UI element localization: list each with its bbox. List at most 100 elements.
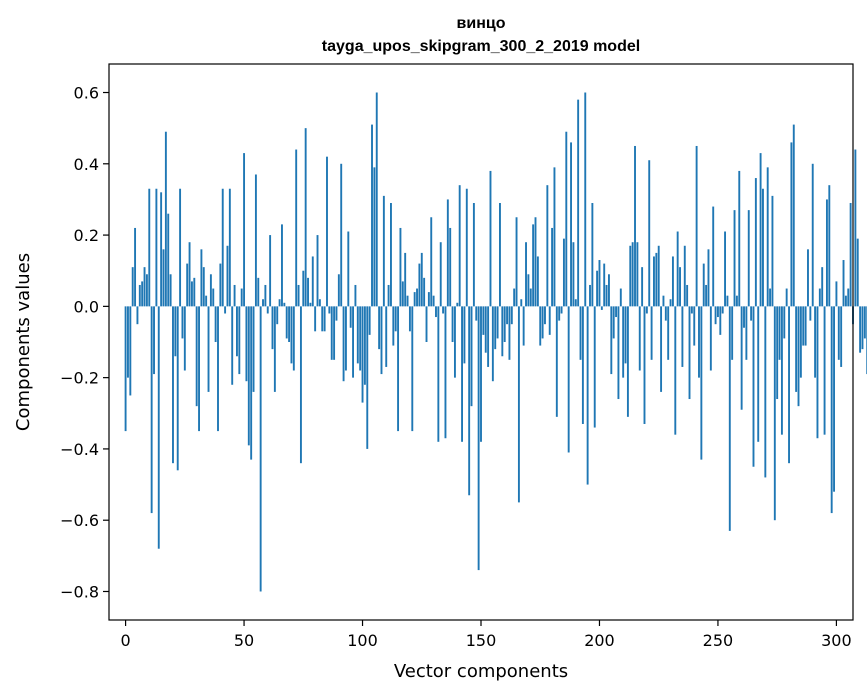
- bar: [307, 277, 309, 307]
- bar: [150, 306, 153, 514]
- bar: [631, 242, 634, 307]
- bar: [797, 306, 800, 407]
- bar: [335, 306, 338, 321]
- bar: [726, 295, 729, 307]
- bar: [254, 174, 257, 307]
- bar: [205, 295, 208, 307]
- bar: [657, 245, 660, 307]
- bar: [449, 227, 452, 307]
- bar: [238, 306, 241, 375]
- bar: [596, 270, 599, 307]
- bar: [224, 306, 227, 314]
- bar: [527, 274, 530, 307]
- bar: [160, 192, 163, 307]
- bar: [690, 306, 693, 314]
- bar: [823, 306, 826, 435]
- bar: [856, 238, 859, 307]
- bar: [406, 295, 409, 307]
- bar: [472, 203, 475, 307]
- bar: [195, 306, 198, 407]
- bar: [330, 306, 333, 360]
- bar: [532, 224, 535, 307]
- bar: [506, 306, 509, 325]
- bar: [792, 124, 795, 307]
- bar: [513, 288, 516, 307]
- bar: [198, 306, 200, 432]
- bar: [553, 167, 556, 307]
- bar: [759, 153, 762, 307]
- bar: [404, 252, 407, 307]
- bar: [226, 245, 229, 307]
- bar: [693, 306, 696, 346]
- bar: [802, 306, 805, 346]
- bar: [285, 306, 288, 339]
- bar: [610, 306, 613, 375]
- bar: [743, 306, 745, 328]
- y-tick-label: 0.4: [74, 155, 99, 174]
- bar: [375, 92, 378, 307]
- bar: [577, 99, 580, 307]
- bar: [262, 299, 264, 307]
- bar: [299, 306, 302, 464]
- bar: [416, 288, 418, 307]
- bar: [494, 306, 497, 350]
- bar: [565, 131, 568, 307]
- bar: [297, 284, 300, 307]
- bar: [292, 306, 295, 371]
- bar: [475, 306, 478, 321]
- bar: [676, 231, 679, 307]
- bar: [131, 267, 134, 307]
- bar: [686, 284, 689, 307]
- bar: [124, 306, 127, 432]
- bar: [814, 306, 817, 378]
- bar: [520, 299, 523, 307]
- bar: [731, 306, 734, 360]
- bar: [371, 124, 373, 307]
- bar: [766, 167, 769, 307]
- bar: [378, 306, 381, 350]
- bar: [745, 306, 748, 360]
- bar: [408, 306, 411, 332]
- x-tick-label: 200: [584, 631, 615, 650]
- bar: [790, 142, 793, 307]
- bar: [219, 263, 222, 307]
- bar: [617, 306, 620, 400]
- bar: [719, 306, 722, 335]
- bar: [643, 306, 646, 424]
- bar: [600, 306, 603, 310]
- bar: [752, 306, 755, 467]
- bar: [461, 306, 463, 442]
- bar: [721, 306, 724, 314]
- bar: [655, 252, 658, 307]
- bar: [352, 306, 354, 378]
- bar: [619, 288, 622, 307]
- bar: [828, 185, 831, 307]
- bar: [288, 306, 291, 342]
- y-tick-label: −0.4: [60, 440, 99, 459]
- bar: [141, 281, 144, 307]
- bar: [155, 188, 158, 307]
- bar: [515, 217, 518, 307]
- bar: [207, 306, 210, 392]
- bar: [574, 299, 577, 307]
- bar: [762, 188, 764, 307]
- bar: [788, 306, 790, 464]
- y-tick-label: 0.6: [74, 84, 99, 103]
- y-axis-ticks: −0.8 −0.6 −0.4 −0.2 0.0 0.2 0.4 0.6: [60, 84, 109, 601]
- bar: [127, 306, 129, 378]
- bar: [188, 242, 191, 307]
- bar: [328, 306, 331, 314]
- bar: [326, 156, 328, 307]
- bar: [821, 267, 824, 307]
- bar: [700, 306, 703, 460]
- bar: [674, 306, 677, 435]
- x-tick-label: 100: [347, 631, 378, 650]
- bar: [442, 306, 445, 314]
- bar: [615, 306, 618, 318]
- bar: [209, 274, 212, 307]
- bar: [778, 306, 781, 360]
- chart-title: винцо: [457, 15, 506, 32]
- bar: [176, 306, 179, 471]
- bar: [397, 306, 400, 432]
- bar: [567, 306, 570, 453]
